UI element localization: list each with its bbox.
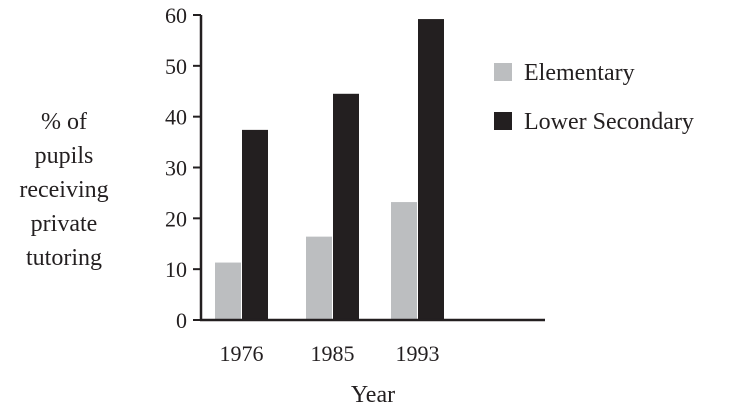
y-axis-title-line: tutoring	[26, 245, 102, 271]
axes-group: 1976 1985 1993 0 10 20 30 40 50 60	[165, 3, 545, 366]
y-tick-label: 30	[165, 156, 187, 181]
bars-group	[215, 19, 444, 321]
legend: Elementary Lower Secondary	[494, 60, 694, 135]
y-axis-title: % of pupils receiving private tutoring	[19, 109, 108, 271]
y-axis-title-line: receiving	[19, 177, 108, 203]
bar	[391, 202, 417, 320]
bar	[333, 93, 359, 321]
legend-swatch	[494, 112, 512, 130]
y-tick-label: 60	[165, 3, 187, 28]
bar	[242, 129, 268, 320]
y-axis-title-line: pupils	[35, 143, 94, 169]
y-tick-label: 50	[165, 54, 187, 79]
y-tick-label: 10	[165, 257, 187, 282]
legend-swatch	[494, 63, 512, 81]
y-tick-label: 20	[165, 206, 187, 231]
bar	[418, 19, 444, 321]
x-axis-title: Year	[351, 382, 395, 408]
y-tick-label: 40	[165, 105, 187, 130]
legend-label: Lower Secondary	[524, 109, 694, 135]
bar	[215, 262, 241, 320]
y-tick-label: 0	[176, 308, 187, 333]
y-axis-title-line: % of	[41, 109, 87, 135]
x-tick-label: 1985	[311, 341, 355, 366]
x-tick-label: 1976	[220, 341, 264, 366]
legend-label: Elementary	[524, 60, 635, 86]
y-axis-title-line: private	[31, 211, 98, 237]
x-tick-label: 1993	[396, 341, 440, 366]
bar	[306, 236, 332, 320]
